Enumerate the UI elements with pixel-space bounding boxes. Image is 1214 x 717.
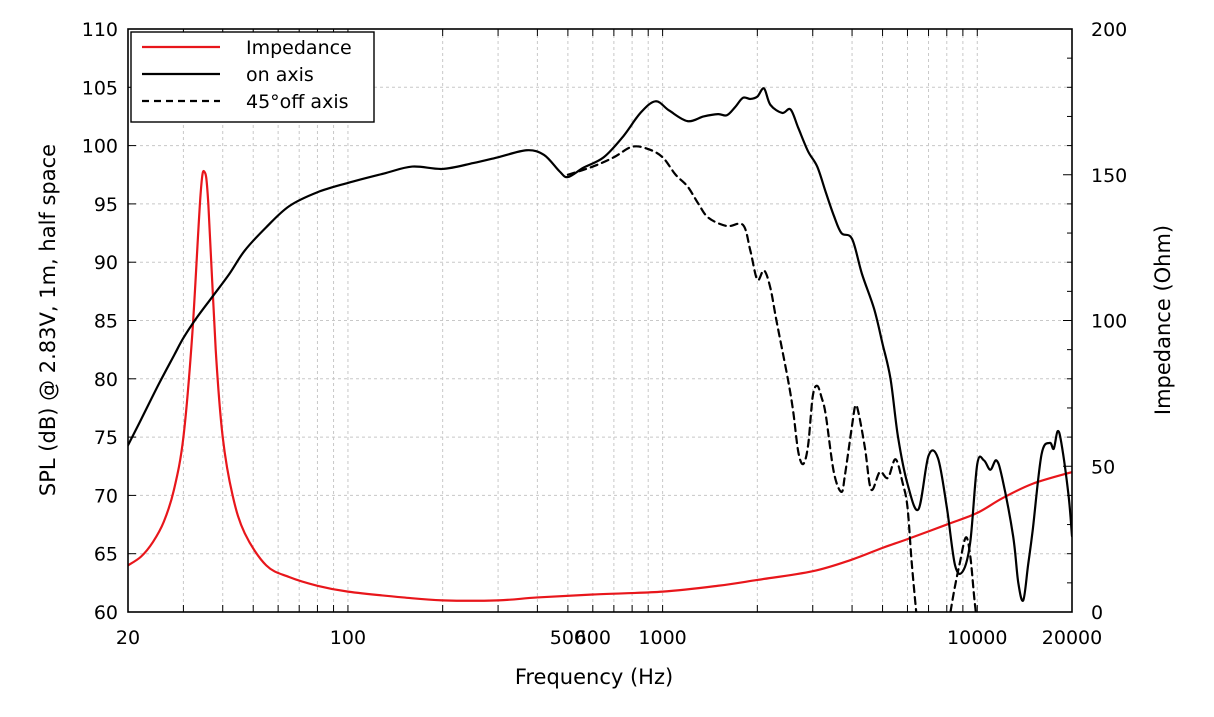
series-layer — [128, 87, 1072, 612]
y-tick-label: 80 — [94, 369, 118, 391]
y2-tick-label: 150 — [1091, 165, 1127, 187]
y-tick-label: 60 — [94, 602, 118, 624]
y-tick-label: 70 — [94, 485, 118, 507]
series-line-45-off-axis-tail — [949, 536, 977, 612]
y2-axis-title: Impedance (Ohm) — [1151, 225, 1175, 415]
x-tick-label: 10000 — [947, 627, 1007, 649]
y2-tick-label: 50 — [1091, 456, 1115, 478]
grid-lines — [128, 29, 1072, 612]
y-tick-label: 100 — [82, 136, 118, 158]
y-tick-labels: 60 65 70 75 80 85 90 95 100 105 110 — [82, 19, 118, 624]
legend-label-on-axis: on axis — [246, 64, 314, 86]
series-line-impedance — [128, 169, 1072, 602]
y-tick-label: 65 — [94, 544, 118, 566]
y2-tick-label: 200 — [1091, 19, 1127, 41]
series-line-45-off-axis — [566, 145, 918, 612]
y2-tick-labels: 0 50 100 150 200 — [1091, 19, 1127, 624]
plot-frame — [127, 28, 1073, 613]
y-tick-label: 85 — [94, 311, 118, 333]
x-tick-label: 1000 — [638, 627, 686, 649]
x-tick-label: 20 — [116, 627, 140, 649]
y-tick-label: 90 — [94, 252, 118, 274]
y2-tick-label: 0 — [1091, 602, 1103, 624]
y-tick-label: 95 — [94, 194, 118, 216]
y2-tick-label: 100 — [1091, 311, 1127, 333]
y-tick-label: 110 — [82, 19, 118, 41]
series-line-on-axis — [128, 87, 1072, 602]
x-tick-label: 100 — [330, 627, 366, 649]
y-tick-label: 75 — [94, 427, 118, 449]
x-tick-label: 600 — [575, 627, 611, 649]
minor-ticks — [128, 28, 1072, 613]
x-axis-title: Frequency (Hz) — [515, 665, 673, 689]
y-tick-label: 105 — [82, 77, 118, 99]
legend: Impedance on axis 45°off axis — [130, 31, 375, 123]
y-axis-title: SPL (dB) @ 2.83V, 1m, half space — [36, 144, 60, 496]
x-tick-label: 20000 — [1042, 627, 1102, 649]
x-tick-label: 500 — [550, 627, 586, 649]
legend-label-impedance: Impedance — [246, 37, 352, 59]
legend-label-off-axis: 45°off axis — [246, 91, 349, 113]
